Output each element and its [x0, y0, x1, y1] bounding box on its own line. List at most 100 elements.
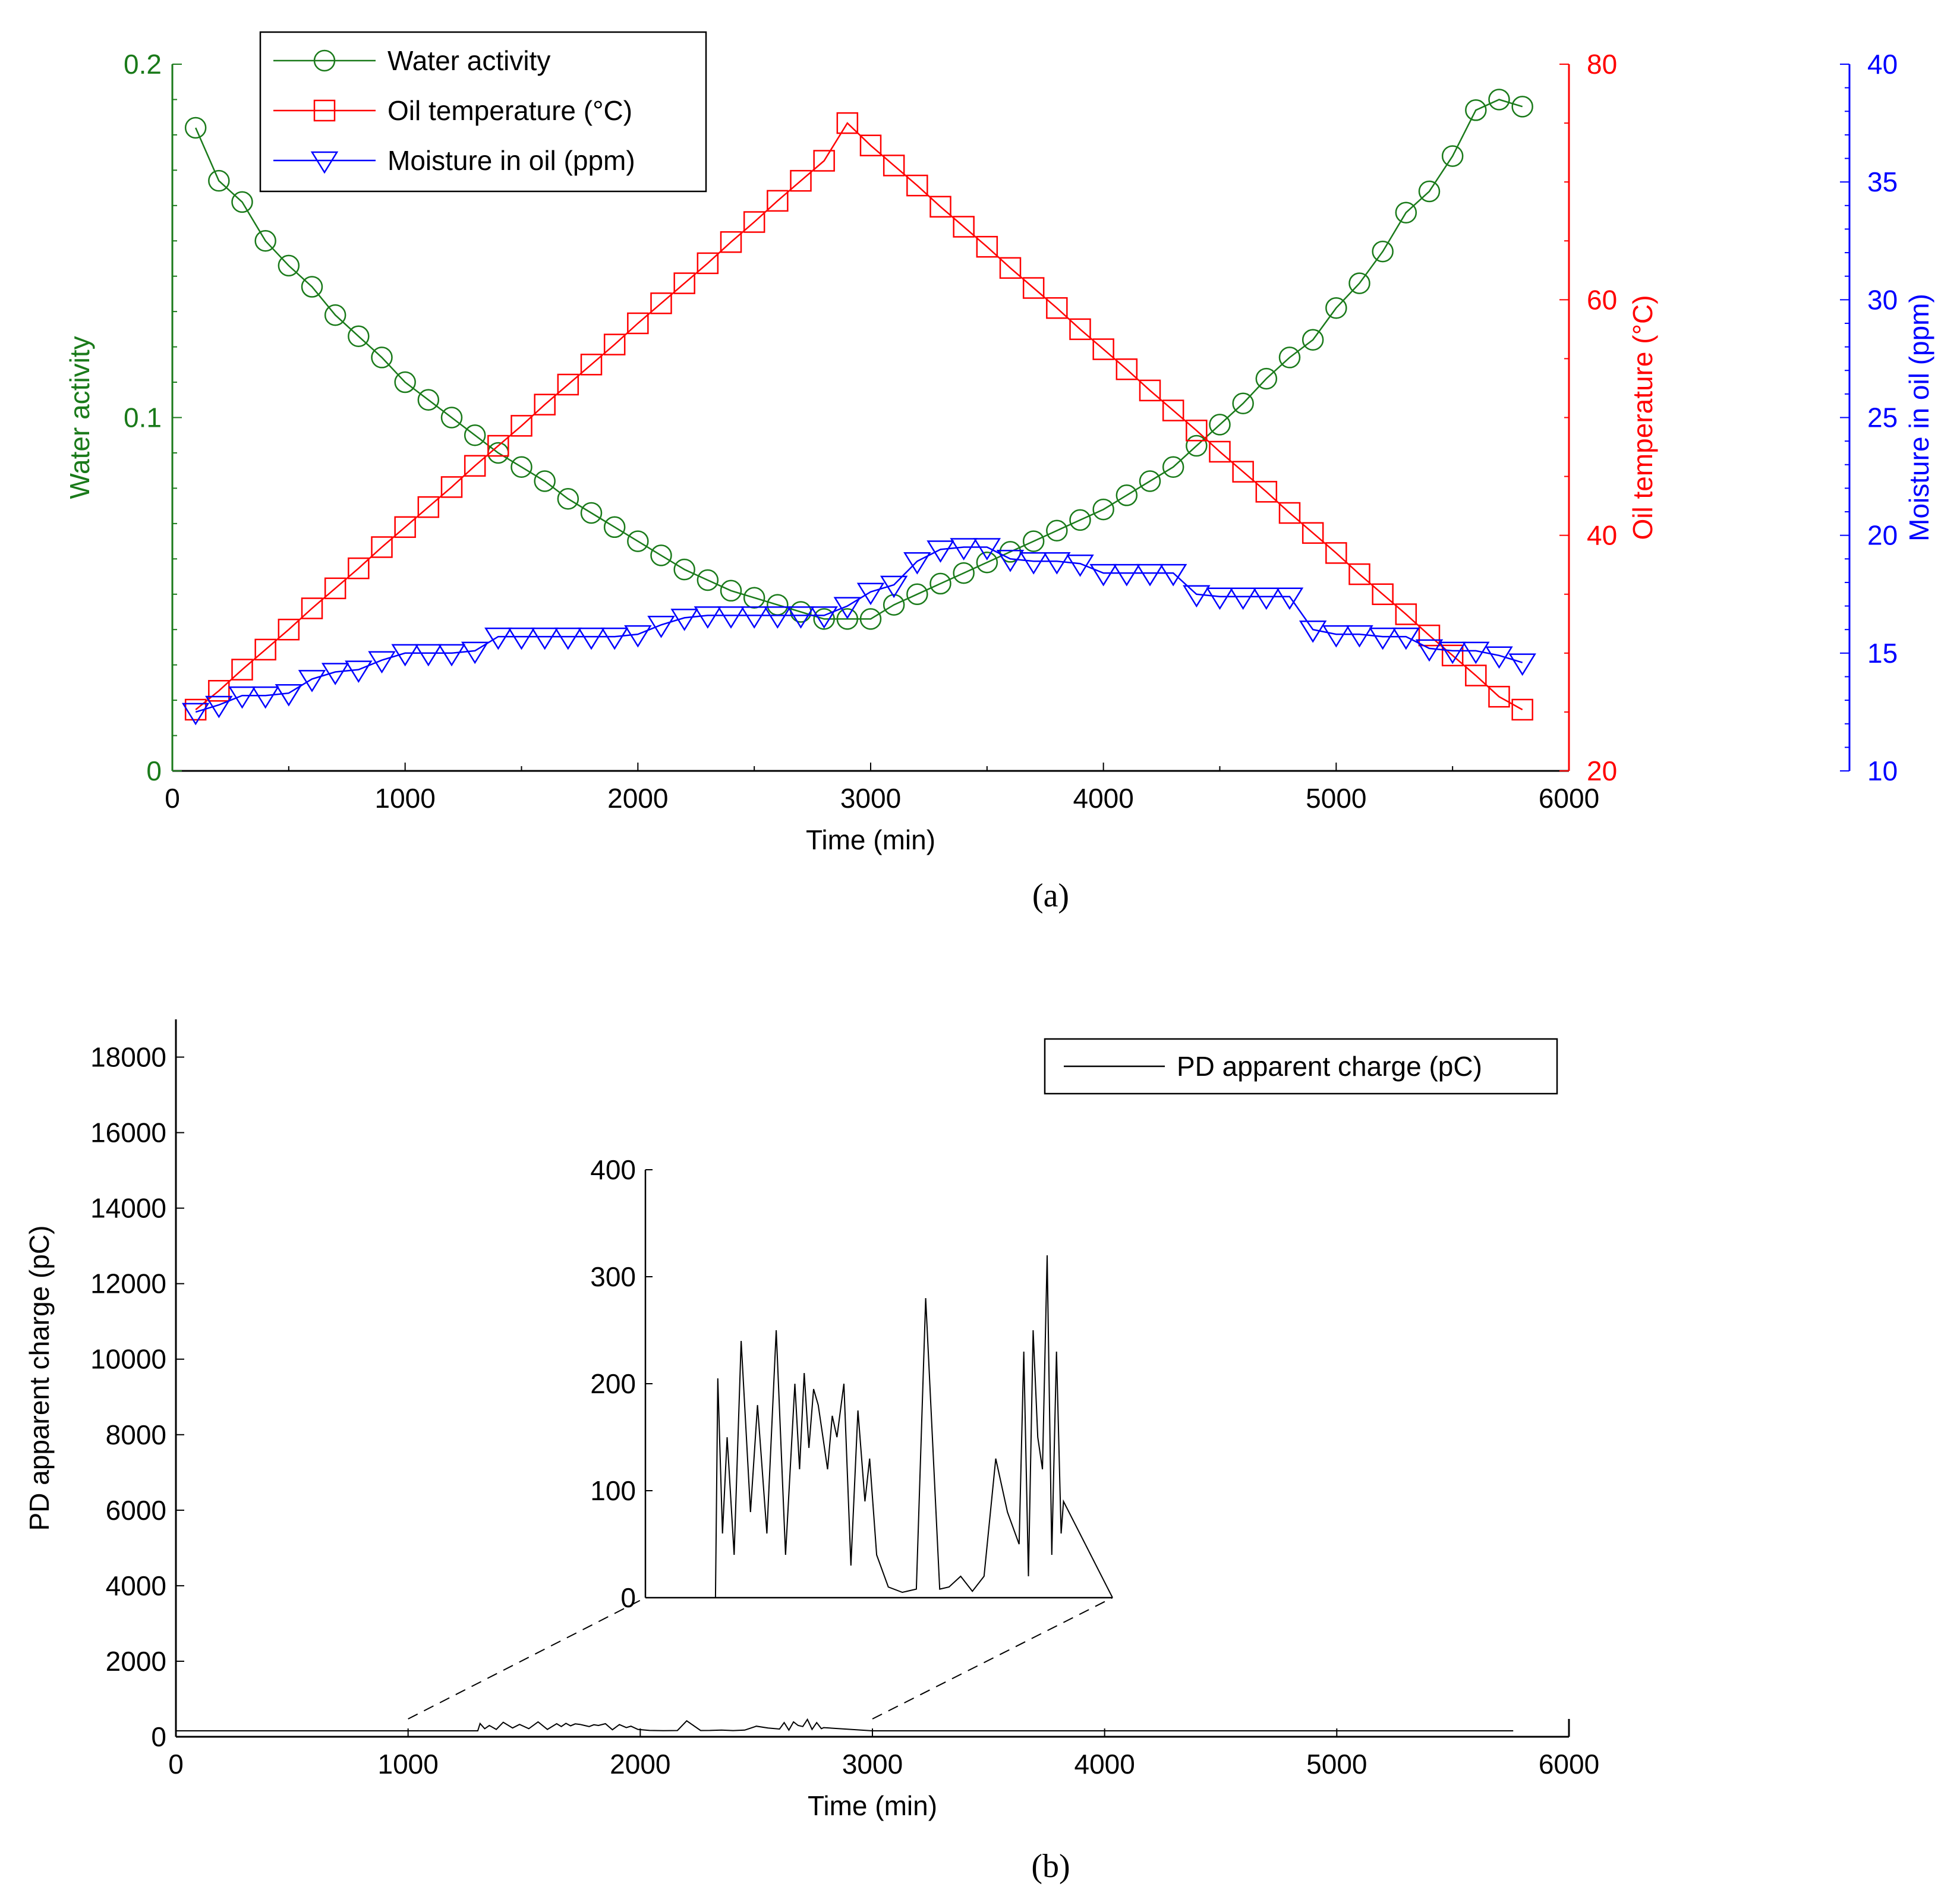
y-tick-label: 0	[151, 1721, 166, 1752]
x-tick-label: 5000	[1306, 783, 1366, 814]
right-temperature-tick-label: 60	[1587, 284, 1617, 315]
right-temperature-tick-label: 80	[1587, 49, 1617, 80]
series-line	[195, 546, 1523, 713]
data-point	[534, 393, 556, 415]
x-tick-label: 3000	[840, 783, 901, 814]
data-point	[1019, 552, 1048, 575]
data-point	[275, 684, 303, 707]
data-point	[368, 651, 396, 674]
data-point	[673, 272, 695, 294]
data-point	[577, 627, 606, 650]
inset-y-tick-label: 300	[590, 1261, 636, 1292]
data-point	[720, 231, 742, 253]
data-point	[557, 487, 579, 510]
data-point	[324, 304, 346, 326]
right-moisture-tick-label: 25	[1867, 402, 1898, 433]
right-temperature-tick-label: 20	[1587, 755, 1617, 786]
x-axis-title: Time (min)	[808, 1790, 937, 1821]
data-point	[810, 606, 838, 629]
data-point	[1441, 145, 1464, 167]
data-point	[1348, 563, 1370, 585]
data-point	[697, 252, 719, 275]
data-point	[181, 703, 210, 726]
data-point	[1183, 585, 1211, 608]
data-point	[650, 544, 672, 566]
data-point	[1302, 329, 1324, 351]
right-moisture-tick-label: 40	[1867, 49, 1898, 80]
data-point	[1162, 399, 1184, 421]
legend-label: PD apparent charge (pC)	[1177, 1051, 1482, 1082]
x-tick-label: 4000	[1073, 783, 1133, 814]
data-point	[836, 608, 859, 630]
data-point	[1441, 644, 1464, 667]
data-point	[720, 580, 742, 602]
x-tick-label: 1000	[374, 783, 435, 814]
legend-marker	[313, 99, 336, 122]
y-tick-label: 4000	[106, 1570, 166, 1601]
series-water-activity	[184, 89, 1533, 630]
data-point	[1162, 456, 1184, 478]
data-point	[1232, 392, 1254, 414]
data-point	[301, 597, 323, 619]
data-point	[437, 644, 466, 667]
data-point	[464, 424, 486, 446]
data-point	[1369, 627, 1397, 650]
data-point	[414, 644, 443, 667]
data-point	[670, 609, 698, 631]
data-point	[231, 191, 253, 213]
data-point	[1209, 414, 1231, 436]
data-point	[1395, 201, 1417, 223]
y-tick-label: 10000	[90, 1344, 166, 1375]
data-point	[650, 292, 672, 314]
data-point	[883, 594, 905, 616]
data-point	[1415, 639, 1444, 662]
data-point	[743, 587, 765, 609]
data-point	[764, 606, 792, 629]
data-point	[1116, 484, 1138, 506]
y-tick-label: 14000	[90, 1193, 166, 1224]
right-moisture-tick-label: 10	[1867, 755, 1898, 786]
data-point	[511, 415, 532, 437]
data-point	[417, 389, 440, 411]
series-line	[195, 122, 1523, 711]
data-point	[484, 627, 512, 650]
data-point	[767, 190, 789, 212]
data-point	[1511, 96, 1533, 118]
data-point	[324, 577, 346, 600]
data-point	[508, 627, 535, 650]
data-point	[1092, 498, 1114, 521]
legend: Water activity Oil temperature (°C) Moistu…	[259, 31, 707, 193]
x-tick-label: 2000	[610, 1749, 670, 1780]
data-point	[906, 583, 928, 605]
pd-charge-line	[176, 1718, 1514, 1731]
x-tick-label: 3000	[842, 1749, 903, 1780]
data-point	[996, 550, 1025, 572]
data-point	[883, 155, 905, 177]
right-moisture-axis-title: Moisture in oil (ppm)	[1904, 294, 1934, 541]
data-point	[1488, 89, 1510, 111]
data-point	[673, 558, 695, 581]
data-point	[394, 371, 416, 393]
data-point	[813, 150, 835, 172]
y-tick-label: 2000	[106, 1646, 166, 1677]
data-point	[1139, 470, 1161, 492]
legend-marker	[310, 151, 339, 174]
data-point	[1299, 620, 1327, 643]
data-point	[600, 627, 629, 650]
data-point	[1092, 338, 1114, 360]
data-point	[1348, 272, 1370, 294]
data-point	[1465, 665, 1487, 687]
data-point	[1255, 481, 1278, 503]
data-point	[394, 516, 416, 539]
data-point	[557, 373, 579, 396]
data-point	[743, 211, 765, 233]
data-point	[345, 660, 373, 683]
y-tick-label: 16000	[90, 1117, 166, 1148]
right-temperature-axis-title: Oil temperature (°C)	[1627, 295, 1658, 540]
data-point	[603, 516, 626, 539]
data-point	[1438, 641, 1467, 665]
data-point	[1116, 358, 1138, 380]
x-tick-label: 6000	[1539, 783, 1599, 814]
